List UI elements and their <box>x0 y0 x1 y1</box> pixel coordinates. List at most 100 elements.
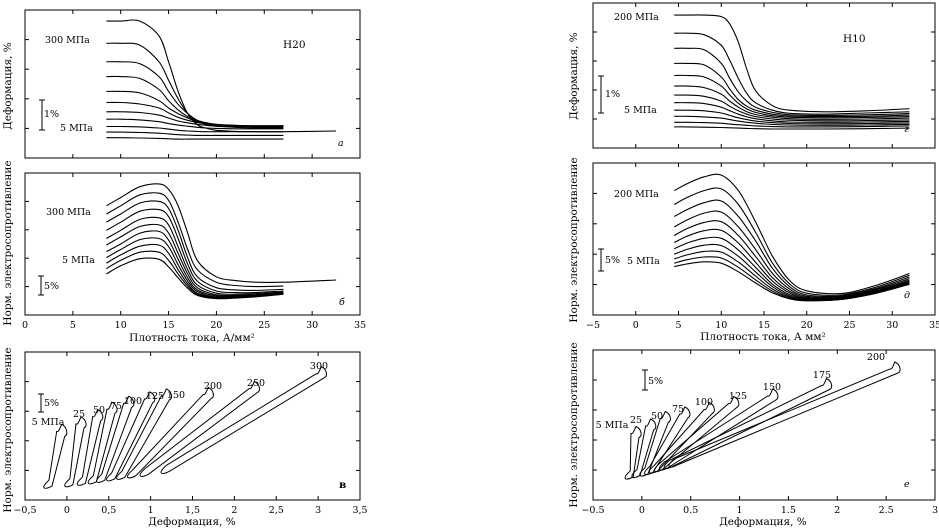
series-line-7 <box>106 237 284 298</box>
panel-b-ticks: 0 5 10 15 20 25 30 35 <box>22 173 366 331</box>
x-tick-label: 3,5 <box>352 505 367 516</box>
panel-c-loops <box>43 366 327 489</box>
panel-e-letter: д <box>904 290 910 301</box>
x-tick-label: 0,5 <box>101 505 116 516</box>
panel-f-xlabel: Деформация, % <box>719 516 806 528</box>
series-line-7 <box>674 102 910 123</box>
series-line-1 <box>674 32 910 115</box>
series-line-5 <box>106 101 284 127</box>
series-line-10 <box>674 121 910 128</box>
panel-a: Н20 300 МПа 5 МПа 1% a Деформация, % <box>2 9 361 159</box>
series-line-5 <box>674 85 910 120</box>
panel-a-bottom-curve-label: 5 МПа <box>60 123 93 134</box>
panel-f-ticks: −0.5 0 0.5 1 1.5 2 2.5 3 <box>581 350 938 516</box>
panel-d-bottom-curve-label: 5 МПа <box>624 105 657 116</box>
loop-label-2: 50 <box>651 411 663 422</box>
loop-label-4: 100 <box>695 397 713 408</box>
loop-9 <box>160 366 327 474</box>
series-line-5 <box>106 223 284 297</box>
series-line-6 <box>106 111 284 128</box>
series-line-8 <box>106 125 284 133</box>
series-line-3 <box>674 62 910 118</box>
loop-1 <box>631 418 657 478</box>
panel-e: −5 0 5 10 15 20 25 30 35 200 МПа 5 МПа 5% д Норм… <box>568 157 939 343</box>
panel-e-scale-bar-label: 5% <box>605 255 620 266</box>
series-line-8 <box>674 109 910 125</box>
loop-4 <box>649 401 715 474</box>
panel-a-letter: a <box>338 138 344 149</box>
panel-c-xlabel: Деформация, % <box>148 516 235 528</box>
panel-e-scale-bar: 5% <box>598 248 620 272</box>
panel-a-tag: Н20 <box>283 39 306 51</box>
series-line-0 <box>674 14 910 113</box>
loop-7 <box>663 377 833 469</box>
x-tick-label: 3 <box>315 505 321 516</box>
panel-f-scale-bar: 5% <box>642 369 663 391</box>
x-tick-label: 35 <box>354 320 366 331</box>
x-tick-label: 2,5 <box>269 505 284 516</box>
panel-f: −0.5 0 0.5 1 1.5 2 2.5 3 5 МПа 25 50 75 100 125 150 17… <box>568 342 938 528</box>
panel-e-ylabel: Норм. электросопротивление <box>568 157 580 322</box>
loop-0 <box>43 423 68 489</box>
loop-label-9: 300 <box>310 361 328 372</box>
panel-c-loop-labels: 5 МПа 25 50 75 100 125 150 200 250 300 <box>32 361 328 428</box>
panel-f-loop-labels: 5 МПа 25 50 75 100 125 150 175 200 <box>596 352 885 431</box>
x-tick-label: 5 <box>675 320 681 331</box>
x-tick-label: 20 <box>210 320 222 331</box>
x-tick-label: −5 <box>586 320 600 331</box>
x-tick-label: 25 <box>843 320 855 331</box>
panel-d-ylabel: Деформация, % <box>568 32 580 119</box>
series-line-9 <box>674 115 910 126</box>
x-tick-label: 5 <box>70 320 76 331</box>
panel-b-ylabel: Норм. электросопротивление <box>2 160 14 325</box>
x-tick-label: 10 <box>715 320 727 331</box>
x-tick-label: 0.5 <box>683 505 698 516</box>
series-line-10 <box>106 137 284 140</box>
loop-label-7: 175 <box>813 370 831 381</box>
series-line-9 <box>106 250 284 299</box>
panel-b-scale-bar: 5% <box>38 275 59 296</box>
series-line-10 <box>674 261 910 302</box>
panel-a-ylabel: Деформация, % <box>2 42 14 129</box>
x-tick-label: 1 <box>737 505 743 516</box>
loop-8 <box>668 361 901 468</box>
loop-6 <box>116 388 172 480</box>
loop-label-2: 50 <box>93 405 105 416</box>
loop-label-0: 5 МПа <box>32 417 65 428</box>
panel-d-curves <box>674 14 910 130</box>
panel-d-top-curve-label: 200 МПа <box>614 12 659 23</box>
loop-label-6: 150 <box>763 382 781 393</box>
loop-label-8: 200 <box>867 352 885 363</box>
panel-e-top-curve-label: 200 МПа <box>614 189 659 200</box>
series-line-0 <box>106 183 337 284</box>
panel-b-bottom-curve-label: 5 МПа <box>62 255 95 266</box>
panel-b-scale-bar-label: 5% <box>44 281 59 292</box>
panel-c-letter: в <box>339 479 346 491</box>
panel-e-curves <box>673 173 910 302</box>
loop-label-8: 250 <box>247 378 265 389</box>
loop-label-1: 25 <box>73 409 85 420</box>
panel-f-ylabel: Норм. электросопротивление <box>568 342 580 507</box>
panel-e-xlabel: Плотность тока, А мм² <box>700 331 825 343</box>
loop-label-6: 150 <box>167 390 185 401</box>
panel-b-top-curve-label: 300 МПа <box>46 207 91 218</box>
loop-5 <box>106 391 156 482</box>
panel-e-ticks: −5 0 5 10 15 20 25 30 35 <box>586 163 939 331</box>
loop-label-5: 125 <box>729 391 747 402</box>
loop-8 <box>139 380 260 477</box>
loop-label-4: 100 <box>124 396 142 407</box>
loop-6 <box>658 388 779 471</box>
panel-f-letter: е <box>904 479 910 490</box>
panel-d-scale-bar-label: 1% <box>605 89 620 100</box>
x-tick-label: 30 <box>306 320 318 331</box>
x-tick-label: 25 <box>258 320 270 331</box>
x-tick-label: −0.5 <box>581 505 604 516</box>
panel-a-scale-bar: 1% <box>39 99 59 131</box>
series-line-4 <box>673 220 910 299</box>
loop-7 <box>127 386 214 479</box>
loop-label-3: 75 <box>110 401 122 412</box>
series-line-4 <box>674 74 910 119</box>
series-line-7 <box>106 118 284 130</box>
series-line-2 <box>674 47 910 116</box>
series-line-1 <box>106 42 284 129</box>
